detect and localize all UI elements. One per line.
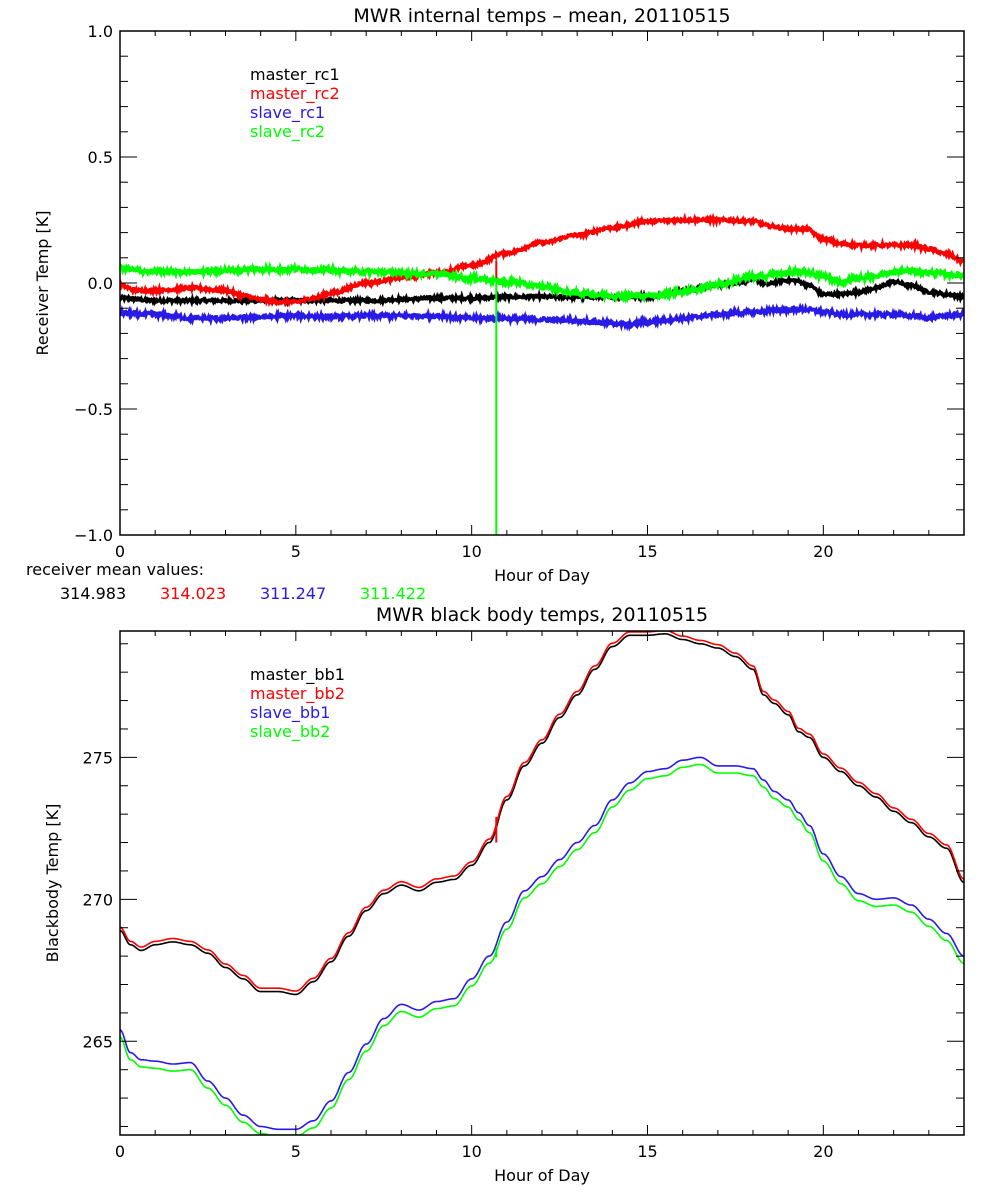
y-axis-label: Receiver Temp [K] bbox=[33, 210, 52, 355]
series-line-slave_bb1 bbox=[120, 756, 964, 1131]
legend-item: slave_rc1 bbox=[250, 103, 325, 123]
x-tick-label: 15 bbox=[637, 542, 657, 561]
x-tick-label: 20 bbox=[813, 1142, 833, 1161]
x-tick-label: 20 bbox=[813, 542, 833, 561]
y-tick-label: 265 bbox=[82, 1032, 113, 1051]
axis-ticks bbox=[119, 30, 965, 536]
x-tick-labels: 0 5 10 15 20 bbox=[115, 542, 834, 561]
y-tick-label: 1.0 bbox=[88, 22, 113, 41]
x-tick-label: 0 bbox=[115, 1142, 125, 1161]
series-line-master_rc2 bbox=[120, 212, 964, 308]
x-tick-label: 5 bbox=[291, 542, 301, 561]
series-line-slave_bb2 bbox=[120, 763, 964, 1135]
x-axis-label: Hour of Day bbox=[494, 1166, 590, 1185]
y-tick-label: 270 bbox=[82, 890, 113, 909]
y-axis-label: Blackbody Temp [K] bbox=[43, 804, 62, 963]
annotation-label: receiver mean values: bbox=[26, 560, 204, 579]
x-tick-label: 5 bbox=[291, 1142, 301, 1161]
x-axis-label: Hour of Day bbox=[494, 566, 590, 585]
series-lines bbox=[120, 631, 964, 1135]
legend-item: master_bb1 bbox=[250, 665, 345, 685]
axis-ticks bbox=[119, 631, 965, 1135]
legend: master_bb1 master_bb2 slave_bb1 slave_bb… bbox=[250, 665, 345, 742]
receiver-temp-panel: MWR internal temps – mean, 20110515 0 5 10… bbox=[26, 5, 965, 603]
mean-value: 314.983 bbox=[60, 584, 126, 603]
legend-item: master_rc2 bbox=[250, 84, 340, 104]
legend-item: slave_bb1 bbox=[250, 703, 330, 723]
legend-item: slave_bb2 bbox=[250, 722, 330, 742]
y-tick-label: 275 bbox=[82, 748, 113, 767]
y-tick-label: 0.0 bbox=[88, 274, 113, 293]
receiver-mean-annotation: receiver mean values: 314.983 314.023 31… bbox=[26, 560, 426, 603]
y-tick-label: −0.5 bbox=[74, 400, 113, 419]
y-tick-labels: −1.0 −0.5 0.0 0.5 1.0 bbox=[74, 22, 113, 545]
series-line-slave_rc1 bbox=[120, 302, 964, 332]
mean-value: 311.422 bbox=[360, 584, 426, 603]
blackbody-temp-panel: MWR black body temps, 20110515 0 5 10 15 20 … bbox=[43, 604, 965, 1185]
series-line-slave_rc2 bbox=[120, 260, 964, 305]
mean-value: 314.023 bbox=[160, 584, 226, 603]
chart-title: MWR black body temps, 20110515 bbox=[376, 604, 708, 626]
series-line-master_bb1 bbox=[120, 633, 964, 996]
legend-item: slave_rc2 bbox=[250, 122, 325, 142]
y-tick-labels: 265 270 275 bbox=[82, 748, 113, 1051]
series-lines bbox=[120, 212, 964, 535]
series-line-master_bb2 bbox=[120, 631, 964, 992]
x-tick-label: 0 bbox=[115, 542, 125, 561]
chart-title: MWR internal temps – mean, 20110515 bbox=[353, 5, 730, 27]
y-tick-label: −1.0 bbox=[74, 526, 113, 545]
x-tick-label: 10 bbox=[461, 542, 481, 561]
legend-item: master_bb2 bbox=[250, 684, 345, 704]
x-tick-label: 15 bbox=[637, 1142, 657, 1161]
legend: master_rc1 master_rc2 slave_rc1 slave_rc… bbox=[250, 65, 340, 142]
mean-value: 311.247 bbox=[260, 584, 326, 603]
legend-item: master_rc1 bbox=[250, 65, 340, 85]
x-tick-label: 10 bbox=[461, 1142, 481, 1161]
y-tick-label: 0.5 bbox=[88, 148, 113, 167]
x-tick-labels: 0 5 10 15 20 bbox=[115, 1142, 834, 1161]
